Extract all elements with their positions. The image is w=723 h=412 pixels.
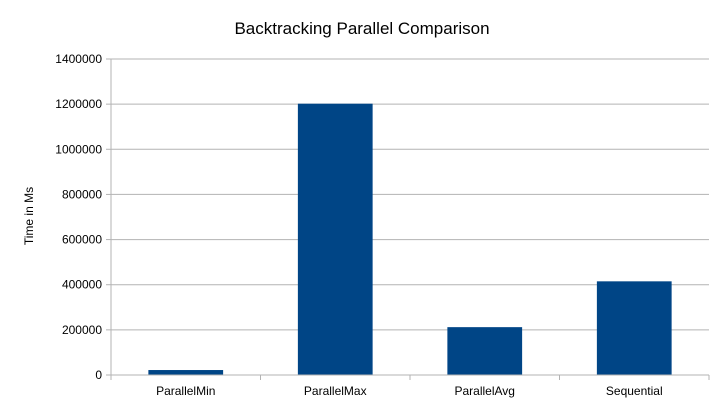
bars (148, 103, 672, 375)
y-tick-labels: 0 200000 400000 600000 800000 1000000 1200000 1… (55, 52, 102, 382)
x-tick-labels: ParallelMin ParallelMax ParallelAvg Sequent… (156, 384, 663, 398)
y-tick-label: 200000 (62, 323, 102, 337)
y-tick-label: 600000 (62, 233, 102, 247)
x-tick-label: Sequential (606, 384, 663, 398)
x-tick-label: ParallelAvg (455, 384, 515, 398)
y-tick-label: 0 (95, 368, 102, 382)
x-tick-label: ParallelMin (156, 384, 215, 398)
axes (106, 58, 710, 380)
y-tick-label: 400000 (62, 278, 102, 292)
y-tick-label: 1200000 (55, 97, 102, 111)
chart-title: Backtracking Parallel Comparison (234, 19, 489, 38)
y-tick-label: 1000000 (55, 142, 102, 156)
y-tick-label: 1400000 (55, 52, 102, 66)
y-tick-label: 800000 (62, 187, 102, 201)
bar-sequential (596, 281, 672, 375)
gridlines (111, 58, 709, 331)
y-axis-label: Time in Ms (22, 187, 36, 245)
x-tick-label: ParallelMax (304, 384, 367, 398)
bar-parallelmin (148, 370, 224, 375)
bar-parallelmax (297, 103, 373, 375)
bar-parallelavg (447, 327, 523, 375)
